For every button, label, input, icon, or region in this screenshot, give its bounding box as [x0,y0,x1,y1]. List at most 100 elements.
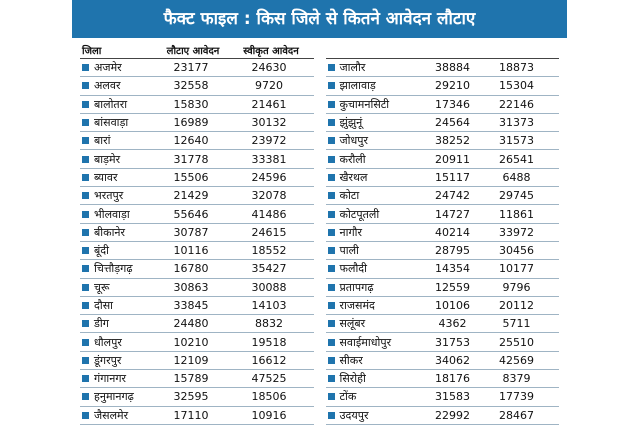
square-bullet-icon [327,82,335,90]
square-bullet-icon [327,375,335,383]
district-label: बीकानेर [94,225,126,239]
approved-value: 14103 [251,299,287,312]
returned-value: 16780 [173,262,209,276]
district-name: राजसमंद [326,298,424,313]
approved-value: 47525 [251,372,287,386]
table-row: बूंदी 10116 18552 [80,242,314,261]
square-bullet-icon [82,155,89,163]
table-row: पाली 28795 30456 [325,242,559,261]
square-bullet-icon [82,302,89,309]
district-name: डीग [80,316,152,331]
table-row: बाड़मेर 31778 33381 [80,150,314,169]
district-name: फलौदी [326,261,424,276]
table-row: धौलपुर 10210 19518 [80,333,314,352]
district-name: बांसवाड़ा [80,115,152,130]
district-label: बाड़मेर [94,152,121,166]
returned-value: 12109 [173,353,209,367]
square-bullet-icon [82,320,89,328]
district-name: डूंगरपुर [80,353,152,368]
district-name: गंगानगर [80,371,152,386]
district-name: अलवर [80,78,152,93]
district-label: फलौदी [339,262,367,276]
district-label: उदयपुर [339,408,369,422]
square-bullet-icon [82,192,89,200]
square-bullet-icon [327,137,335,145]
district-name: टोंक [326,389,424,404]
returned-value: 14354 [435,262,470,276]
district-name: बारां [80,133,152,148]
page-title: फैक्ट फाइल : किस जिले से कितने आवेदन लौट… [72,0,567,38]
square-bullet-icon [82,375,89,383]
returned-value: 40214 [435,225,470,239]
district-label: कोटपूतली [339,207,380,221]
square-bullet-icon [82,137,89,145]
square-bullet-icon [82,247,89,255]
header-approved: स्वीकृत आवेदन [243,46,299,57]
approved-value: 20112 [499,299,534,312]
table-row: डीग 24480 8832 [80,315,314,334]
square-bullet-icon [327,100,335,108]
district-label: बारां [94,134,111,148]
district-label: राजसमंद [339,299,375,312]
table-row: खैरथल 15117 6488 [325,169,559,188]
approved-value: 41486 [251,207,287,221]
square-bullet-icon [327,393,335,401]
square-bullet-icon [327,210,335,218]
returned-value: 24480 [173,317,209,331]
square-bullet-icon [82,265,89,273]
approved-value: 21461 [251,97,287,111]
table-row: नागौर 40214 33972 [325,224,559,242]
returned-value: 38252 [435,134,470,148]
table-row: बालोतरा 15830 21461 [80,96,314,114]
returned-value: 32558 [173,79,209,93]
square-bullet-icon [82,228,89,236]
approved-value: 6488 [502,170,531,184]
square-bullet-icon [327,155,335,163]
district-label: झालावाड़ [339,79,376,93]
approved-value: 22146 [499,97,534,111]
returned-value: 31753 [435,335,470,349]
table-row: गंगानगर 15789 47525 [80,370,314,389]
approved-value: 24630 [251,61,287,75]
district-name: करौली [326,152,424,167]
table-row: भीलवाड़ा 55646 41486 [80,205,314,224]
left-table-body: अजमेर 23177 24630 अलवर 32558 9720 बालोतरा 15830… [80,59,314,425]
approved-value: 18552 [251,244,287,258]
table-row: झुंझुनूं 24564 31373 [325,114,559,133]
returned-value: 18176 [435,372,470,386]
table-row: बांसवाड़ा 16989 30132 [80,114,314,133]
returned-value: 17346 [435,97,470,111]
table-row: दौसा 33845 14103 [80,297,314,316]
approved-value: 26541 [499,152,534,166]
approved-value: 18506 [251,390,287,404]
district-name: जोधपुर [326,133,424,148]
square-bullet-icon [327,320,335,328]
approved-value: 16612 [251,353,287,367]
district-label: अलवर [94,79,121,93]
table-row: कोटा 24742 29745 [325,187,559,206]
district-name: बाड़मेर [80,152,152,167]
returned-value: 33845 [173,299,209,312]
square-bullet-icon [82,64,89,72]
approved-value: 9796 [502,280,531,294]
returned-value: 30863 [173,280,209,294]
district-label: झुंझुनूं [339,116,363,130]
returned-value: 15789 [173,372,209,386]
district-label: चूरू [94,280,110,294]
approved-value: 25510 [499,335,534,349]
district-name: सलूंबर [326,316,424,331]
returned-value: 12640 [173,134,209,148]
approved-value: 33972 [499,225,534,239]
approved-value: 9720 [255,79,283,93]
table-row: कोटपूतली 14727 11861 [325,205,559,224]
approved-value: 23972 [251,134,287,148]
district-label: करौली [339,152,366,166]
approved-value: 15304 [499,79,534,93]
district-label: सवाईमाधोपुर [339,335,392,349]
square-bullet-icon [327,356,335,364]
returned-value: 14727 [435,207,470,221]
district-label: डीग [94,317,109,331]
square-bullet-icon [82,173,89,181]
district-label: कुचामनसिटी [339,97,390,111]
district-name: अजमेर [80,60,152,75]
